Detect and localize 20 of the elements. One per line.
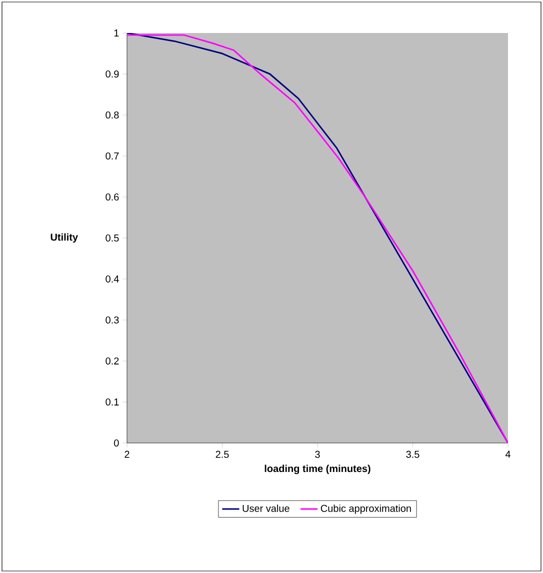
y-tick-label: 1 [114, 30, 119, 36]
y-axis-title: Utility [50, 233, 78, 243]
x-tick-label: 4 [505, 450, 510, 458]
x-tick-label: 3.5 [406, 450, 420, 458]
y-tick-label: 0.7 [106, 152, 119, 160]
y-tick-label: 0.3 [106, 316, 119, 324]
y-tick-label: 0.8 [106, 111, 119, 119]
legend-label: Cubic approximation [320, 504, 411, 514]
y-tick-label: 0.9 [106, 70, 119, 78]
y-tick-label: 0.2 [106, 357, 119, 365]
x-axis-title: loading time (minutes) [264, 464, 370, 474]
x-tick-label: 2.5 [216, 450, 229, 458]
x-tick-label: 2 [124, 450, 130, 458]
y-tick-label: 0.6 [106, 193, 119, 201]
x-tick-label: 3 [315, 450, 320, 458]
y-tick-label: 0.1 [106, 398, 119, 406]
y-tick-label: 0.4 [106, 275, 119, 283]
y-tick-label: 0.5 [106, 234, 119, 242]
y-tick-label: 0 [114, 439, 119, 447]
legend-label: User value [242, 504, 290, 512]
